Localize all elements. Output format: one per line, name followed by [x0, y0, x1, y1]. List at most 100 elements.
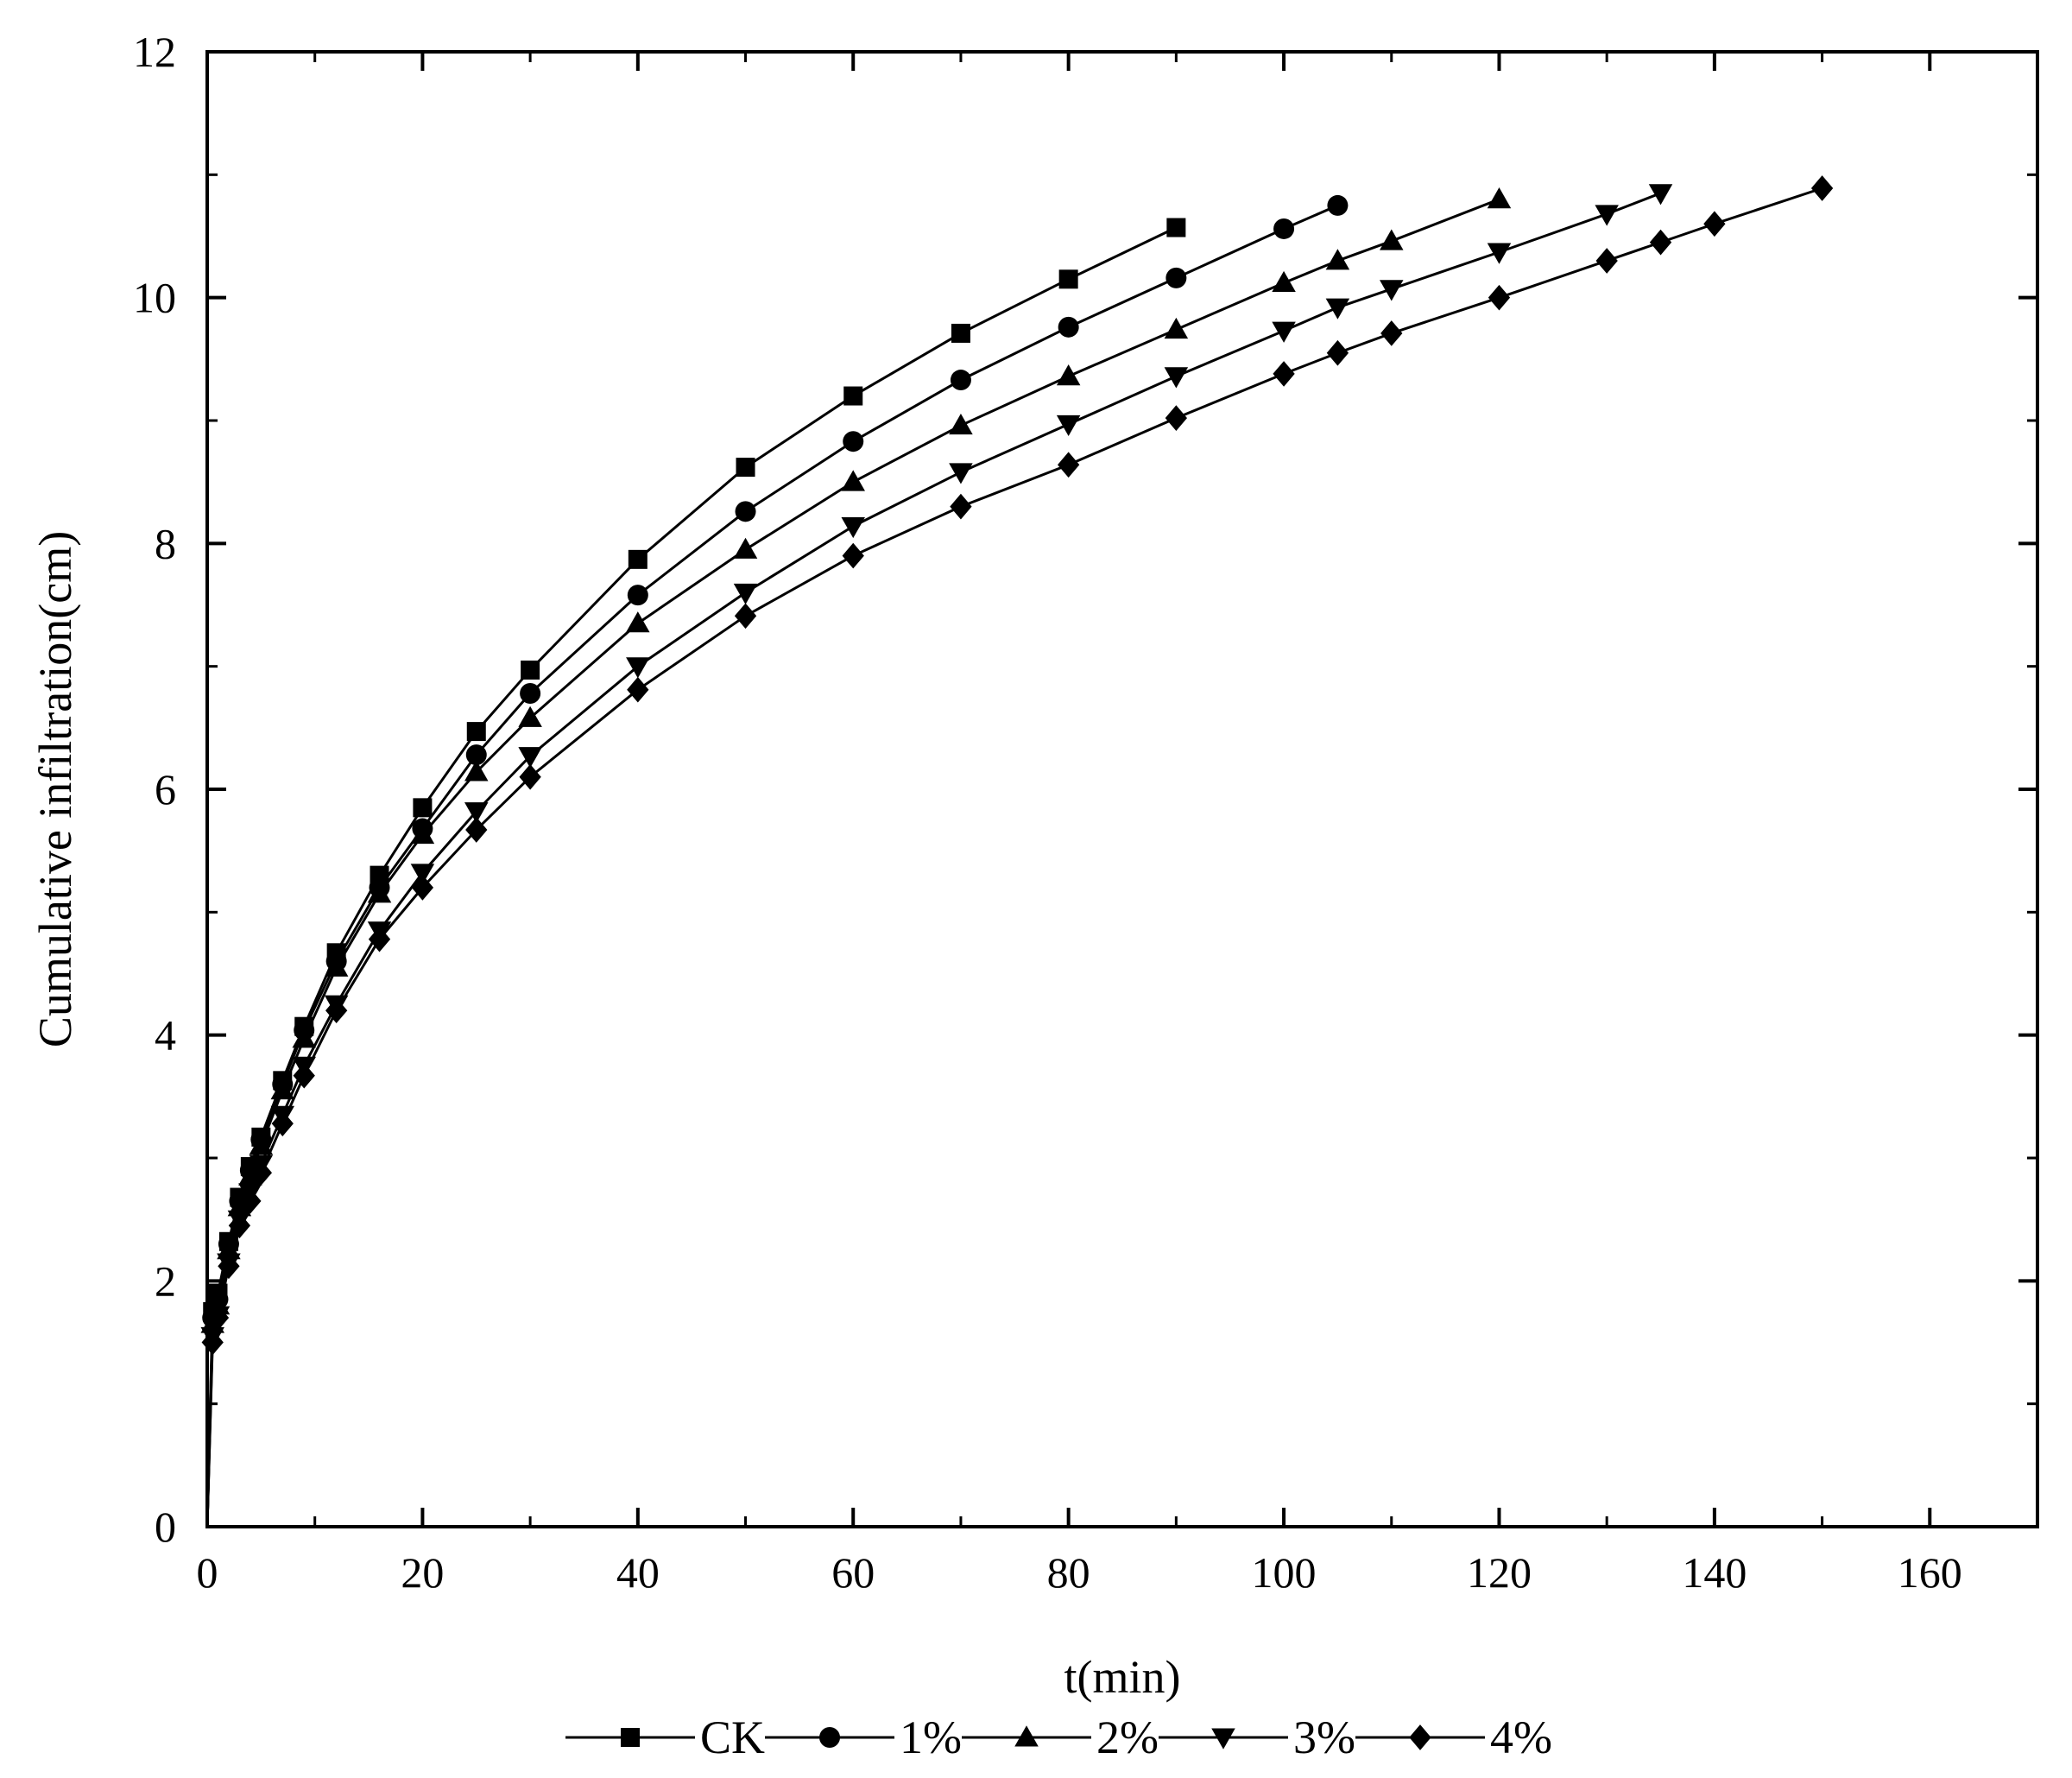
data-point-4pct — [519, 763, 541, 790]
data-point-ck — [843, 386, 863, 406]
legend-item-2pct: 2% — [962, 1712, 1159, 1763]
data-point-4pct — [206, 1305, 230, 1331]
data-point-2pct — [1380, 229, 1404, 250]
data-point-ck — [1058, 269, 1078, 289]
series-line-3pct — [205, 192, 1662, 1528]
data-point-3pct — [1648, 184, 1673, 206]
data-point-ck — [466, 722, 486, 742]
data-point-ck — [736, 458, 755, 478]
data-point-3pct — [949, 463, 973, 484]
data-point-4pct — [1273, 361, 1295, 387]
data-point-4pct — [1649, 229, 1672, 256]
data-point-1pct — [520, 682, 541, 704]
legend-item-4pct: 4% — [1355, 1712, 1552, 1763]
legend-label-3pct: 3% — [1293, 1712, 1355, 1763]
legend-marker-4pct — [1409, 1724, 1431, 1750]
data-point-ck — [1166, 218, 1186, 237]
data-point-ck — [628, 549, 648, 569]
data-point-4pct — [842, 542, 864, 569]
data-point-3pct — [1272, 321, 1296, 343]
data-point-4pct — [627, 676, 649, 703]
legend-marker-2pct — [1014, 1725, 1039, 1747]
data-point-4pct — [411, 875, 434, 901]
data-point-4pct — [734, 603, 757, 630]
data-point-4pct — [325, 997, 348, 1024]
data-point-3pct — [410, 864, 435, 885]
data-point-3pct — [1164, 367, 1189, 389]
data-point-4pct — [1326, 339, 1349, 366]
data-point-ck — [951, 323, 970, 343]
data-point-2pct — [518, 706, 542, 727]
data-point-2pct — [1325, 249, 1350, 270]
data-point-4pct — [239, 1187, 262, 1214]
data-point-4pct — [271, 1110, 294, 1136]
data-point-2pct — [626, 611, 650, 633]
data-point-3pct — [841, 516, 865, 539]
legend-marker-1pct — [819, 1727, 841, 1748]
y-tick-label: 0 — [155, 1503, 176, 1551]
x-tick-label: 60 — [831, 1548, 875, 1597]
data-point-3pct — [733, 583, 758, 605]
data-point-4pct — [1703, 211, 1726, 237]
series-line-4pct — [205, 187, 1823, 1528]
data-point-1pct — [627, 585, 648, 606]
data-point-2pct — [464, 760, 489, 781]
data-point-2pct — [949, 413, 973, 435]
y-axis-label: Cumulative infiltration(cm) — [29, 531, 81, 1047]
data-point-4pct — [368, 926, 391, 952]
data-point-1pct — [843, 431, 864, 452]
data-point-2pct — [841, 470, 865, 491]
data-point-2pct — [733, 537, 758, 559]
data-point-4pct — [228, 1212, 251, 1239]
legend-item-3pct: 3% — [1158, 1712, 1355, 1763]
y-tick-label: 2 — [155, 1256, 176, 1305]
data-point-4pct — [1380, 320, 1403, 346]
data-point-2pct — [1056, 364, 1081, 386]
data-point-4pct — [293, 1062, 315, 1089]
series-3pct — [200, 184, 1673, 1528]
data-point-2pct — [1487, 187, 1512, 209]
data-point-4pct — [1165, 405, 1188, 432]
data-point-1pct — [735, 501, 756, 522]
data-point-3pct — [1325, 298, 1350, 320]
legend: CK 1% 2% 3% 4% — [565, 1712, 1552, 1763]
x-tick-label: 120 — [1467, 1548, 1532, 1597]
data-point-ck — [413, 798, 433, 818]
series-1pct — [202, 194, 1349, 1528]
legend-item-ck: CK — [565, 1712, 765, 1763]
legend-marker-ck — [621, 1728, 640, 1747]
series-4pct — [201, 175, 1834, 1528]
data-point-4pct — [1488, 284, 1511, 311]
series-layer — [200, 175, 1834, 1528]
data-point-2pct — [292, 1027, 316, 1048]
data-point-ck — [521, 660, 540, 680]
data-point-2pct — [367, 882, 392, 903]
data-point-2pct — [410, 822, 435, 845]
x-tick-label: 40 — [616, 1548, 660, 1597]
data-point-2pct — [270, 1078, 295, 1100]
data-point-3pct — [626, 657, 650, 679]
legend-label-ck: CK — [700, 1712, 765, 1763]
series-ck — [203, 218, 1186, 1528]
y-tick-label: 10 — [133, 274, 176, 322]
data-point-3pct — [464, 802, 489, 824]
x-tick-label: 0 — [197, 1548, 218, 1597]
legend-item-1pct: 1% — [765, 1712, 962, 1763]
plot-frame — [205, 50, 2039, 1528]
legend-label-1pct: 1% — [900, 1712, 962, 1763]
data-point-4pct — [950, 493, 972, 520]
legend-label-4pct: 4% — [1490, 1712, 1552, 1763]
x-tick-label: 80 — [1047, 1548, 1090, 1597]
data-point-3pct — [1487, 243, 1512, 264]
data-point-4pct — [1595, 248, 1618, 274]
data-point-3pct — [1056, 414, 1081, 437]
data-point-1pct — [1058, 316, 1079, 338]
y-tick-label: 4 — [155, 1011, 176, 1060]
x-tick-label: 20 — [401, 1548, 444, 1597]
x-tick-label: 100 — [1252, 1548, 1317, 1597]
data-point-1pct — [1327, 194, 1349, 216]
data-point-4pct — [218, 1253, 240, 1280]
legend-marker-3pct — [1211, 1728, 1235, 1750]
data-point-1pct — [465, 744, 487, 766]
